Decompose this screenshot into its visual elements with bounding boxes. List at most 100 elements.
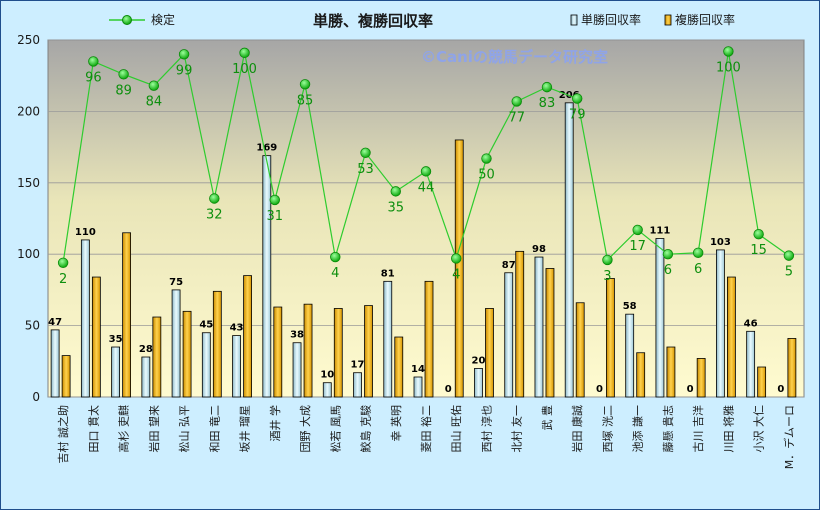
legend-label-tansho: 単勝回収率 xyxy=(581,12,641,27)
y-tick-label: 50 xyxy=(25,319,40,333)
bar-fukusho xyxy=(273,306,283,398)
bar-tansho xyxy=(474,368,483,398)
category-label: 田山 旺佑 xyxy=(449,405,463,453)
kentei-point xyxy=(148,80,160,91)
bar-label-tansho: 0 xyxy=(777,384,784,395)
bar-tansho xyxy=(534,256,544,398)
bar-tansho xyxy=(201,332,211,398)
bar-tansho xyxy=(111,346,120,398)
bar-label-tansho: 47 xyxy=(48,317,62,328)
bar-tansho xyxy=(353,372,362,398)
bar-tansho xyxy=(141,356,151,398)
kentei-label: 84 xyxy=(146,95,163,110)
bar-fukusho xyxy=(122,232,131,398)
kentei-point xyxy=(451,253,462,264)
kentei-point xyxy=(572,93,583,104)
kentei-label: 53 xyxy=(357,162,374,177)
bar-fukusho xyxy=(212,290,222,398)
bar-tansho xyxy=(50,329,60,398)
kentei-label: 32 xyxy=(206,208,223,223)
kentei-point xyxy=(481,153,492,164)
kentei-point xyxy=(692,247,704,258)
legend-label-kentei: 検定 xyxy=(151,12,175,27)
bar-label-tansho: 38 xyxy=(290,330,304,341)
kentei-point xyxy=(753,229,764,240)
legend-item-tansho: 単勝回収率 xyxy=(570,12,641,27)
bar-label-tansho: 81 xyxy=(381,268,395,279)
kentei-label: 3 xyxy=(603,269,611,284)
bar-label-tansho: 46 xyxy=(744,318,758,329)
bar-fukusho xyxy=(182,310,192,398)
kentei-point xyxy=(662,248,674,260)
kentei-label: 44 xyxy=(418,180,435,195)
bar-label-tansho: 111 xyxy=(649,225,670,236)
bar-label-tansho: 110 xyxy=(75,227,96,238)
x-axis-labels: 吉村 誠之助 田口 貫太 高杉 吏麒 岩田 望来 松山 弘平 和田 竜二 坂井 瑠星 酒井 学… xyxy=(56,405,796,469)
kentei-point xyxy=(178,49,190,60)
category-label: 岩田 康誠 xyxy=(570,405,584,453)
kentei-point xyxy=(783,250,795,261)
watermark: ©Caniの競馬データ研究室 xyxy=(421,48,608,66)
bar-fukusho xyxy=(152,316,162,398)
category-label: 西塚 洸二 xyxy=(600,405,614,453)
y-axis-ticks: 0 50 100 150 200 250 xyxy=(17,33,40,404)
bar-label-tansho: 43 xyxy=(230,323,244,334)
category-label: 幸 英明 xyxy=(389,405,403,442)
y-tick-label: 100 xyxy=(17,247,40,261)
kentei-label: 96 xyxy=(85,70,102,85)
bar-fukusho xyxy=(727,276,736,398)
bar-label-tansho: 28 xyxy=(139,344,153,355)
chart-title: 単勝、複勝回収率 xyxy=(313,12,433,30)
bar-fukusho xyxy=(333,308,343,398)
bar-fukusho xyxy=(61,355,71,398)
bar-label-tansho: 45 xyxy=(199,320,213,331)
bar-label-tansho: 20 xyxy=(472,355,486,366)
category-label: 池添 謙一 xyxy=(631,405,645,453)
legend-swatch-tansho xyxy=(570,14,578,26)
bar-label-tansho: 98 xyxy=(532,244,546,255)
bar-tansho xyxy=(413,376,423,398)
legend-item-fukusho: 複勝回収率 xyxy=(664,12,735,27)
category-label: 古川 吉洋 xyxy=(691,405,705,453)
category-label: 岩田 望来 xyxy=(147,405,161,453)
bar-fukusho xyxy=(424,280,434,398)
kentei-label: 99 xyxy=(176,63,193,78)
category-label: 北村 友一 xyxy=(510,405,524,453)
kentei-point xyxy=(511,96,522,107)
bar-label-tansho: 0 xyxy=(687,384,694,395)
bar-label-tansho: 87 xyxy=(502,260,516,271)
category-label: 松若 風馬 xyxy=(328,405,342,453)
kentei-label: 100 xyxy=(232,62,257,77)
bar-label-tansho: 10 xyxy=(320,370,334,381)
kentei-point xyxy=(632,224,643,236)
category-label: 西村 淳也 xyxy=(479,405,493,453)
category-label: 坂井 瑠星 xyxy=(238,405,252,453)
kentei-label: 2 xyxy=(59,272,67,287)
bar-fukusho xyxy=(394,336,404,398)
bar-tansho xyxy=(232,335,241,398)
bar-tansho xyxy=(383,280,393,398)
bar-tansho xyxy=(504,272,514,398)
kentei-point xyxy=(299,79,311,90)
bar-tansho xyxy=(80,239,90,398)
bar-fukusho xyxy=(91,276,101,398)
bar-tansho xyxy=(262,155,272,398)
kentei-label: 5 xyxy=(785,265,793,280)
kentei-label: 79 xyxy=(569,108,586,123)
bar-label-tansho: 169 xyxy=(256,143,277,154)
category-label: 菱田 裕二 xyxy=(420,405,433,453)
kentei-point xyxy=(209,193,220,204)
y-tick-label: 0 xyxy=(32,390,40,404)
kentei-label: 15 xyxy=(750,243,767,258)
category-label: 小沢 大仁 xyxy=(752,405,766,453)
bar-fukusho xyxy=(666,346,676,398)
category-label: M．デムーロ xyxy=(782,405,796,469)
bar-tansho xyxy=(322,382,332,398)
bar-tansho xyxy=(655,238,665,398)
legend-label-fukusho: 複勝回収率 xyxy=(675,12,735,27)
bar-fukusho xyxy=(757,366,767,398)
bar-fukusho xyxy=(303,303,313,398)
kentei-point xyxy=(57,257,69,268)
kentei-label: 89 xyxy=(115,83,132,98)
